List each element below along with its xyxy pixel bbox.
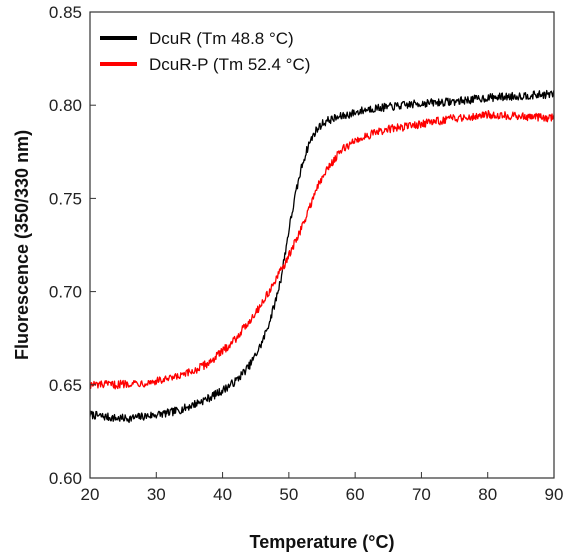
series-line-1 <box>90 89 554 424</box>
x-axis-title: Temperature (°C) <box>250 532 395 552</box>
x-tick-label: 80 <box>478 485 497 504</box>
y-tick-label: 0.80 <box>49 96 82 115</box>
y-tick-label: 0.75 <box>49 189 82 208</box>
legend-label-2: DcuR-P (Tm 52.4 °C) <box>149 55 310 74</box>
x-axis: 20 30 40 50 60 70 80 90 <box>81 472 564 504</box>
x-tick-label: 50 <box>279 485 298 504</box>
legend: DcuR (Tm 48.8 °C) DcuR-P (Tm 52.4 °C) <box>100 29 310 74</box>
y-tick-label: 0.70 <box>49 283 82 302</box>
x-tick-label: 30 <box>147 485 166 504</box>
y-tick-label: 0.60 <box>49 469 82 488</box>
y-tick-label: 0.85 <box>49 3 82 22</box>
x-tick-label: 70 <box>412 485 431 504</box>
x-tick-label: 40 <box>213 485 232 504</box>
x-tick-label: 20 <box>81 485 100 504</box>
legend-label-1: DcuR (Tm 48.8 °C) <box>149 29 294 48</box>
x-tick-label: 90 <box>545 485 564 504</box>
series-line-2 <box>90 109 554 390</box>
plot-frame <box>89 11 555 479</box>
y-axis: 0.60 0.65 0.70 0.75 0.80 0.85 <box>49 3 96 488</box>
plot-lines <box>90 89 554 424</box>
y-tick-label: 0.65 <box>49 376 82 395</box>
y-axis-title: Fluorescence (350/330 nm) <box>12 130 32 360</box>
x-tick-label: 60 <box>346 485 365 504</box>
